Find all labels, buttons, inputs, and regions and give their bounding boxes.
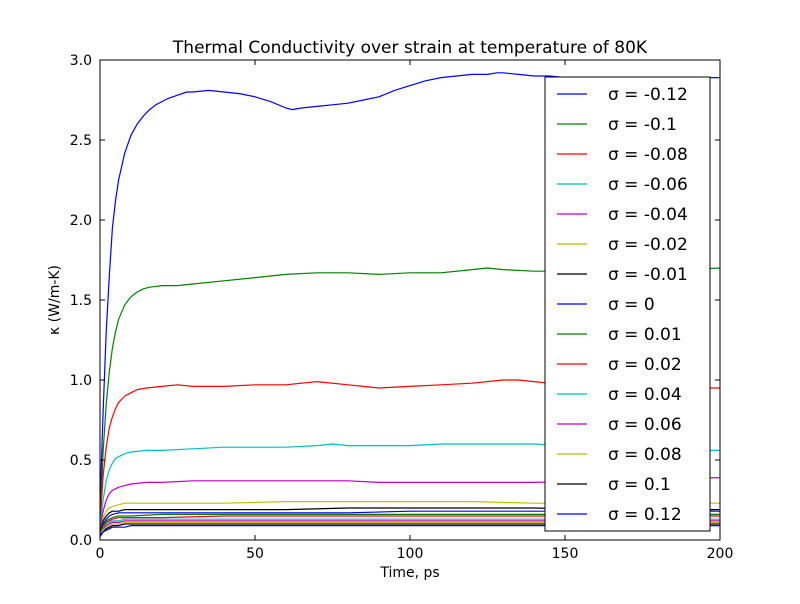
series-line-4 — [100, 477, 720, 531]
legend-label: σ = 0 — [608, 295, 655, 315]
y-tick-label: 0.0 — [70, 533, 92, 549]
y-tick-label: 2.5 — [70, 133, 92, 149]
x-tick-label: 0 — [96, 546, 105, 562]
x-axis-label: Time, ps — [379, 565, 439, 581]
series-line-14 — [100, 524, 720, 538]
y-tick-label: 1.0 — [70, 373, 92, 389]
y-tick-label: 1.5 — [70, 293, 92, 309]
series-line-10 — [100, 518, 720, 536]
legend-label: σ = -0.12 — [608, 85, 688, 105]
legend-label: σ = 0.08 — [608, 445, 682, 465]
legend-label: σ = 0.02 — [608, 355, 682, 375]
series-line-0 — [100, 72, 720, 509]
legend-label: σ = 0.1 — [608, 475, 671, 495]
series-line-9 — [100, 515, 720, 534]
legend-label: σ = 0.04 — [608, 385, 682, 405]
legend-label: σ = -0.08 — [608, 145, 688, 165]
x-axis: 0 50 100 150 200 — [96, 60, 734, 562]
y-axis-label: κ (W/m-K) — [47, 265, 63, 335]
legend-label: σ = 0.06 — [608, 415, 682, 435]
series-line-7 — [100, 510, 720, 534]
x-tick-label: 200 — [707, 546, 734, 562]
chart-title: Thermal Conductivity over strain at temp… — [172, 38, 648, 58]
legend-label: σ = 0.12 — [608, 505, 682, 525]
legend-label: σ = -0.01 — [608, 265, 688, 285]
y-tick-label: 0.5 — [70, 453, 92, 469]
series-line-6 — [100, 507, 720, 533]
legend-label: σ = -0.04 — [608, 205, 688, 225]
series-line-13 — [100, 523, 720, 536]
legend-label: σ = -0.02 — [608, 235, 688, 255]
legend-label: σ = 0.01 — [608, 325, 682, 345]
series-layer — [100, 72, 720, 538]
series-line-12 — [100, 521, 720, 536]
x-tick-label: 150 — [552, 546, 579, 562]
legend: σ = -0.12 σ = -0.1 σ = -0.08 σ = -0.06 σ = -… — [544, 76, 711, 532]
series-line-8 — [100, 513, 720, 534]
legend-label: σ = -0.1 — [608, 115, 677, 135]
y-tick-label: 2.0 — [70, 213, 92, 229]
y-axis: 0.0 0.5 1.0 1.5 2.0 2.5 3.0 — [70, 53, 720, 549]
series-line-11 — [100, 520, 720, 536]
x-tick-label: 100 — [397, 546, 424, 562]
x-tick-label: 50 — [246, 546, 264, 562]
y-tick-label: 3.0 — [70, 53, 92, 69]
legend-label: σ = -0.06 — [608, 175, 688, 195]
series-line-5 — [100, 501, 720, 533]
